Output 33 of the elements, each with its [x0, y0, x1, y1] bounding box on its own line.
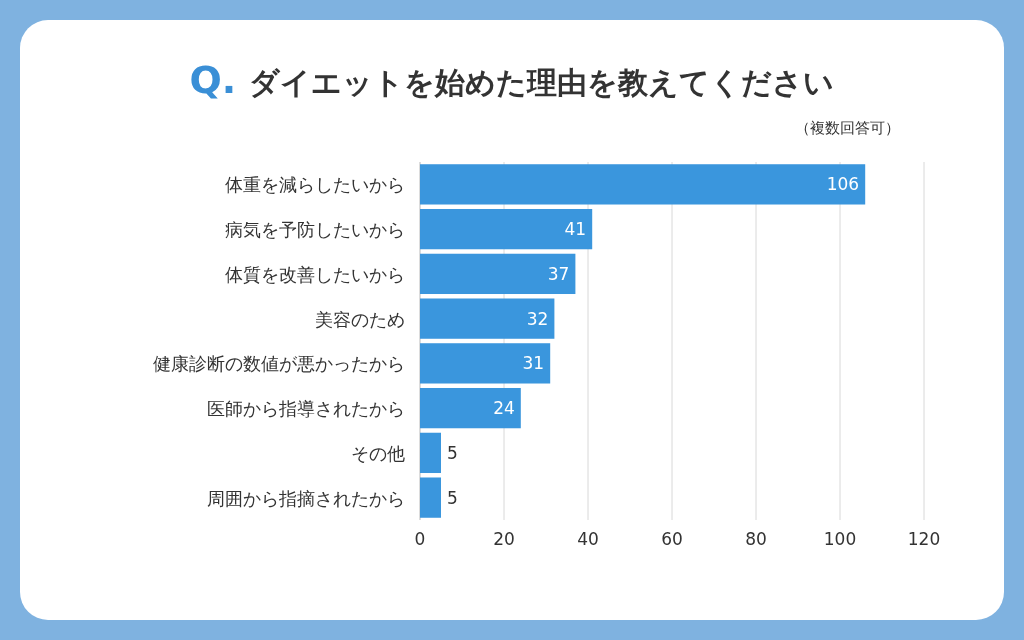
x-tick-label: 100 — [823, 529, 857, 549]
data-label: 37 — [547, 263, 570, 284]
y-tick-label: 医師から指導されたから — [207, 398, 405, 420]
y-tick-label: その他 — [351, 442, 405, 464]
x-tick-label: 80 — [745, 529, 767, 549]
bar — [420, 477, 441, 518]
data-label: 5 — [447, 442, 458, 463]
bar — [420, 298, 555, 339]
y-tick-label: 病気を予防したいから — [225, 219, 405, 241]
data-label: 5 — [447, 487, 458, 508]
y-tick-label: 体重を減らしたいから — [225, 174, 405, 196]
data-label: 24 — [493, 398, 515, 419]
x-tick-label: 0 — [414, 529, 426, 549]
bar — [420, 432, 441, 474]
y-tick-label: 体質を改善したいから — [225, 263, 405, 285]
bar — [420, 164, 866, 205]
bar — [420, 253, 576, 295]
chart-title: Q. ダイエットを始めた理由を教えてください — [189, 58, 835, 102]
y-tick-label: 周囲から指摘されたから — [207, 487, 405, 509]
x-tick-label: 20 — [493, 529, 515, 549]
chart-subtitle: （複数回答可） — [795, 119, 900, 137]
x-tick-label: 40 — [577, 529, 599, 549]
data-label: 31 — [522, 353, 545, 374]
x-tick-label: 60 — [661, 529, 683, 549]
data-label: 106 — [826, 174, 860, 195]
bar — [420, 387, 521, 429]
x-tick-label: 120 — [907, 529, 941, 549]
data-label: 41 — [564, 219, 587, 240]
bar — [420, 208, 593, 250]
y-tick-label: 健康診断の数値が悪かったから — [153, 353, 405, 375]
data-label: 32 — [526, 308, 549, 329]
y-tick-label: 美容のため — [315, 308, 405, 330]
bar — [420, 343, 551, 384]
